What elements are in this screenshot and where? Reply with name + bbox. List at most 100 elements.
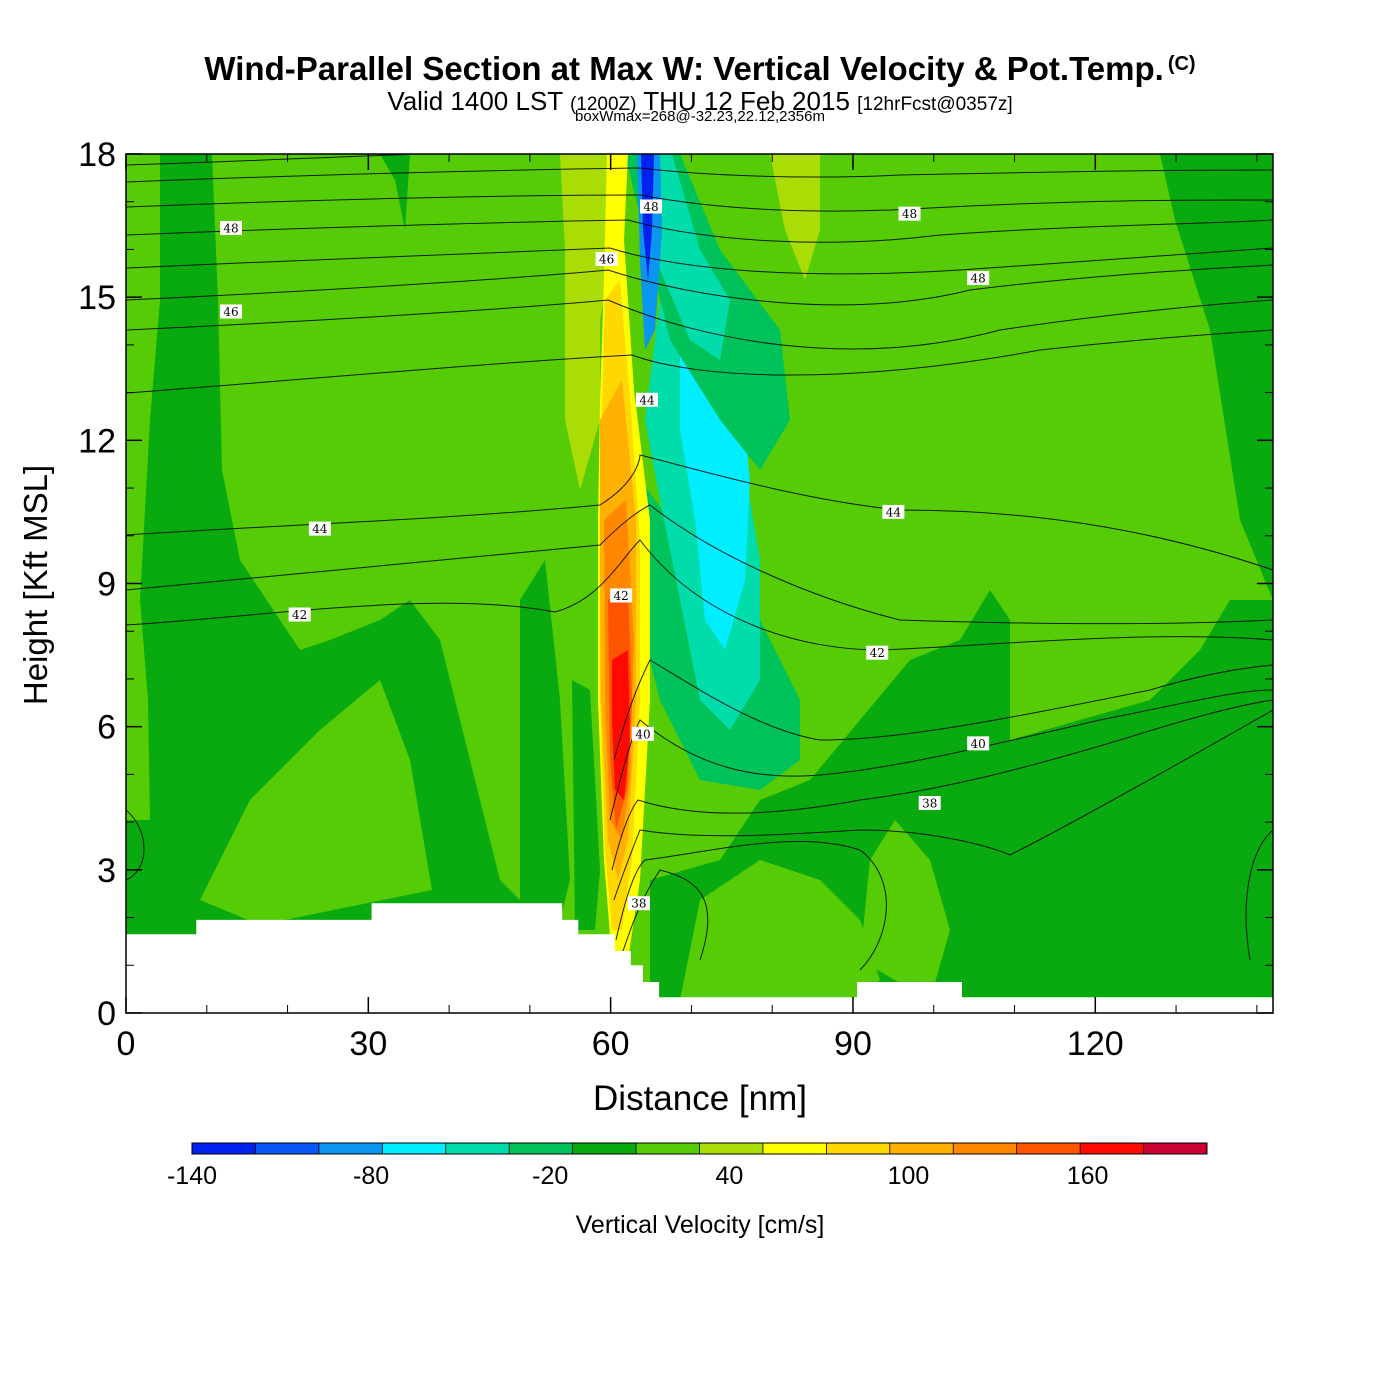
colorbar-swatch (192, 1143, 256, 1154)
potential-temperature-isentropes (126, 154, 1273, 971)
isentrope-label: 46 (595, 251, 618, 266)
isentrope-label-bg (627, 896, 650, 911)
y-tick-label: 6 (97, 709, 116, 747)
isentrope-label: 40 (967, 736, 990, 751)
isentrope-label-bg (967, 271, 990, 286)
isentrope-line (126, 247, 1273, 275)
box-wmax-caption: boxWmax=268@-32.23,22.12,2356m (575, 108, 825, 125)
axes: 0 30 60 90 120 0 3 6 9 12 15 18 (78, 136, 1273, 1063)
isentrope-label-text: 42 (614, 589, 629, 603)
isentrope-label-text: 40 (971, 737, 986, 751)
x-tick-label: 90 (834, 1025, 872, 1063)
isentrope-line (126, 194, 1273, 212)
isentrope-line (126, 154, 433, 166)
colorbar-tick-label: 160 (1067, 1162, 1109, 1190)
isentrope-label-text: 48 (971, 272, 986, 286)
isentrope-line (611, 699, 1273, 871)
x-tick-label: 0 (117, 1025, 136, 1063)
isentrope-label-text: 40 (635, 727, 650, 741)
isentrope-label-bg (220, 304, 243, 319)
colorbar-tick-label: 40 (715, 1162, 743, 1190)
isentrope-label-text: 38 (922, 797, 937, 811)
colorbar-swatch (699, 1143, 764, 1154)
isentrope-label-bg (640, 199, 663, 214)
isentrope-line (126, 809, 145, 881)
isentrope-line (126, 299, 1273, 350)
colorbar-swatch (636, 1143, 700, 1154)
isentrope-label-text: 48 (902, 207, 917, 221)
isentrope-label-bg (220, 220, 243, 235)
colorbar-swatch (953, 1143, 1017, 1154)
terrain-mask (126, 903, 1273, 1013)
colorbar-swatch (318, 1143, 383, 1154)
isentrope-label: 38 (627, 896, 650, 911)
isentrope-label: 48 (898, 206, 921, 221)
isentrope-line (126, 454, 1273, 571)
colorbar-swatch (1143, 1143, 1208, 1154)
isentrope-label-bg (610, 588, 633, 603)
isentrope-label: 42 (866, 645, 889, 660)
valid-time-subtitle: Valid 1400 LST (1200Z) THU 12 Feb 2015 [… (387, 86, 1013, 116)
isentrope-label-bg (595, 251, 618, 266)
isentrope-line (126, 219, 1273, 243)
isentrope-label-text: 46 (599, 252, 614, 266)
isentrope-label: 44 (635, 392, 658, 407)
upper-lift-band-right (770, 154, 820, 280)
isentrope-label: 42 (610, 588, 633, 603)
isentrope-line (615, 840, 887, 971)
isentrope-label-bg (631, 726, 654, 741)
x-tick-label: 30 (349, 1025, 387, 1063)
colorbar-swatch (255, 1143, 320, 1154)
isentrope-line (126, 167, 1273, 183)
isentrope-label: 48 (220, 220, 243, 235)
isentrope-label-text: 44 (312, 522, 328, 536)
x-tick-label: 60 (592, 1025, 630, 1063)
colorbar-swatch (1016, 1143, 1081, 1154)
x-axis-label: Distance [nm] (593, 1079, 807, 1118)
isentrope-label-bg (866, 645, 889, 660)
sink-band-teal (640, 154, 730, 360)
isentrope-label: 38 (918, 796, 941, 811)
y-axis-label: Height [Kft MSL] (17, 465, 54, 705)
isentrope-line (126, 504, 1273, 625)
isentrope-line (619, 869, 709, 961)
isentrope-label-text: 48 (643, 200, 658, 214)
sink-tower-core (641, 154, 654, 280)
vertical-velocity-field (126, 154, 1273, 1013)
isentrope-line (126, 329, 1273, 394)
y-tick-label: 15 (78, 279, 116, 317)
downdraft-column-left (126, 154, 520, 1013)
isentrope-label-text: 42 (870, 646, 885, 660)
x-tick-label: 120 (1067, 1025, 1124, 1063)
isentrope-label-bg (967, 736, 990, 751)
isentrope-label-text: 48 (223, 221, 238, 235)
y-tick-label: 9 (97, 566, 116, 604)
isentrope-label-bg (288, 607, 311, 622)
colorbar-tick-label: -140 (167, 1162, 217, 1190)
downdraft-column-mid (520, 560, 570, 920)
colorbar-swatch (762, 1143, 827, 1154)
isentrope-line (613, 659, 1273, 761)
isentrope-label-text: 44 (886, 505, 902, 519)
isentrope-label-bg (918, 796, 941, 811)
right-downdraft-tall (1160, 154, 1273, 600)
isentrope-label-text: 38 (631, 897, 646, 911)
isentrope-label-bg (882, 504, 905, 519)
colorbar: -140 -80 -20 40 100 160 (167, 1142, 1208, 1190)
y-tick-label: 12 (78, 422, 116, 460)
colorbar-tick-label: 100 (888, 1162, 930, 1190)
isentrope-label: 48 (640, 199, 663, 214)
isentrope-label-text: 42 (292, 608, 307, 622)
colorbar-swatch (1080, 1143, 1144, 1154)
colorbar-swatch (889, 1143, 954, 1154)
isentrope-label-bg (308, 521, 331, 536)
isentrope-line (126, 264, 1273, 306)
y-tick-label: 0 (97, 995, 116, 1033)
weak-updraft-pocket (200, 680, 432, 925)
isentrope-label: 44 (882, 504, 905, 519)
chart-title: Wind-Parallel Section at Max W: Vertical… (204, 50, 1196, 87)
isentrope-line (1245, 829, 1273, 961)
colorbar-tick-label: -80 (353, 1162, 389, 1190)
colorbar-swatch (382, 1143, 447, 1154)
